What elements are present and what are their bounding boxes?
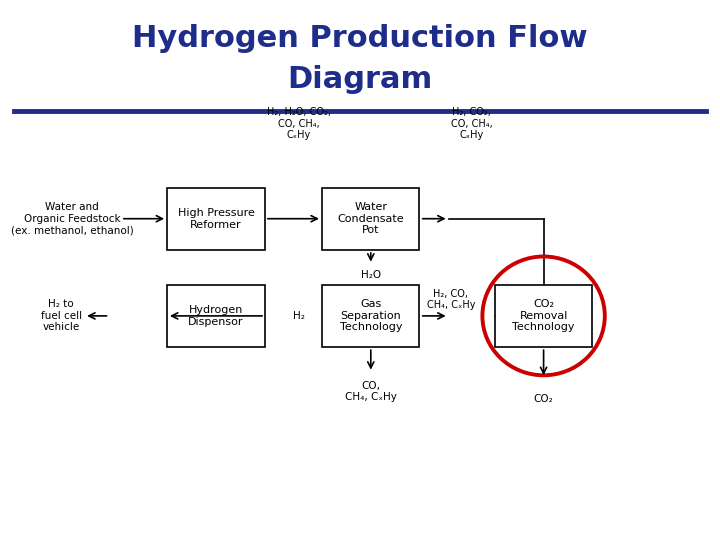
Text: H₂: H₂: [293, 311, 305, 321]
FancyBboxPatch shape: [167, 188, 265, 249]
FancyBboxPatch shape: [167, 285, 265, 347]
Text: CO₂: CO₂: [534, 394, 554, 404]
Text: Water
Condensate
Pot: Water Condensate Pot: [338, 202, 404, 235]
FancyBboxPatch shape: [495, 285, 593, 347]
Text: H₂, CO,
CH₄, CₓHy: H₂, CO, CH₄, CₓHy: [427, 289, 475, 310]
FancyBboxPatch shape: [323, 285, 419, 347]
Text: Water and
Organic Feedstock
(ex. methanol, ethanol): Water and Organic Feedstock (ex. methano…: [11, 202, 133, 235]
Text: H₂O: H₂O: [361, 270, 381, 280]
Text: H₂ to
fuel cell
vehicle: H₂ to fuel cell vehicle: [40, 299, 82, 333]
Text: H₂, CO₂,
CO, CH₄,
CₓHy: H₂, CO₂, CO, CH₄, CₓHy: [451, 107, 492, 140]
Text: H₂, H₂O, CO₂,
CO, CH₄,
CₓHy: H₂, H₂O, CO₂, CO, CH₄, CₓHy: [267, 107, 330, 140]
Text: High Pressure
Reformer: High Pressure Reformer: [178, 208, 254, 230]
Text: Gas
Separation
Technology: Gas Separation Technology: [340, 299, 402, 333]
Text: CO,
CH₄, CₓHy: CO, CH₄, CₓHy: [345, 381, 397, 402]
FancyBboxPatch shape: [323, 188, 419, 249]
Text: Hydrogen Production Flow: Hydrogen Production Flow: [132, 24, 588, 53]
Text: Hydrogen
Dispensor: Hydrogen Dispensor: [188, 305, 244, 327]
Text: CO₂
Removal
Technology: CO₂ Removal Technology: [513, 299, 575, 333]
Text: Diagram: Diagram: [287, 65, 433, 94]
